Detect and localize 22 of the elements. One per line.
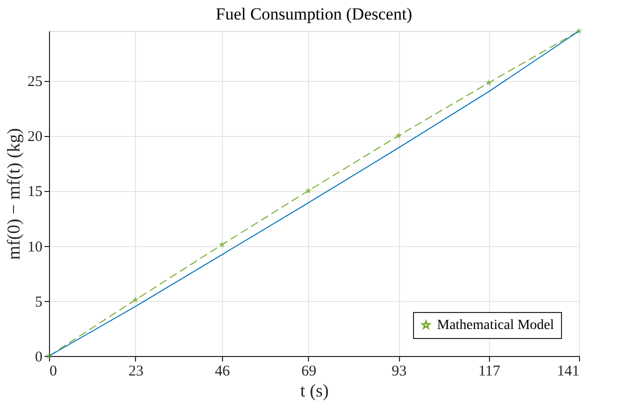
y-tick-label: 5 [35,294,42,310]
point [485,79,492,86]
point [132,296,139,303]
y-tick-label: 25 [28,74,42,90]
x-tick-label: 46 [214,364,230,380]
y-tick-label: 0 [35,350,42,366]
x-tick-label: 69 [301,364,316,380]
x-tick-label: 0 [50,364,57,380]
x-tick-label: 93 [392,364,407,380]
x-axis-title: t (s) [300,380,329,400]
y-tick-label: 15 [28,184,42,200]
chart-title: Fuel Consumption (Descent) [216,4,412,24]
point [305,187,312,194]
point [395,132,402,139]
legend-label: Mathematical Model [437,318,554,333]
y-axis-title: mf(0) − mf(t) (kg) [4,128,24,260]
y-tick-label: 10 [28,239,42,256]
x-tick-label: 23 [128,364,144,380]
x-tick-label: 141 [557,364,580,380]
y-tick-label: 20 [28,129,42,146]
point [218,241,226,248]
x-tick-label: 117 [478,364,501,380]
